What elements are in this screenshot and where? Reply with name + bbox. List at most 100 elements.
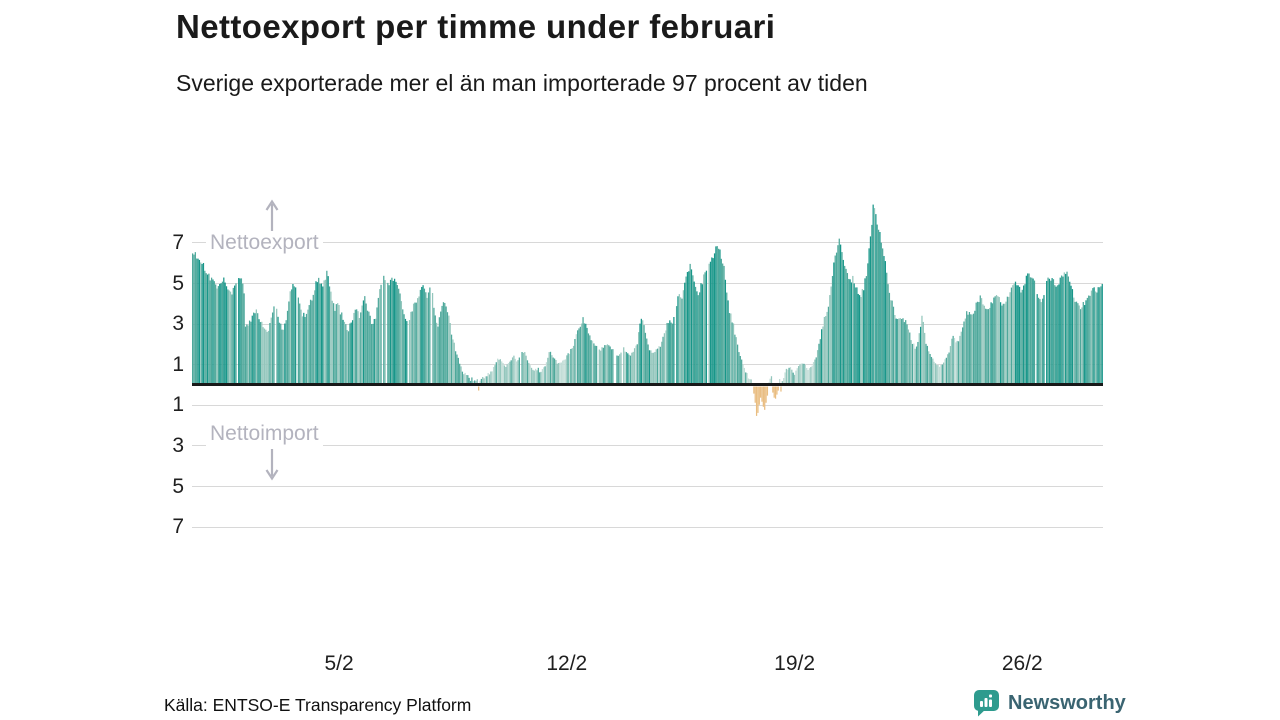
export-bar (689, 263, 691, 385)
export-bar (652, 352, 655, 385)
export-bar (353, 312, 355, 385)
export-bar (896, 319, 899, 385)
export-bar (497, 358, 499, 385)
export-bar (251, 315, 253, 385)
export-bar (1028, 273, 1030, 385)
export-bar (579, 326, 581, 385)
export-bar (403, 314, 405, 385)
export-bar (624, 351, 626, 385)
export-bar (553, 358, 556, 385)
export-bar (831, 275, 834, 385)
export-bar (518, 357, 520, 385)
export-bar (1055, 286, 1057, 385)
export-bar (1089, 295, 1091, 385)
export-bar (484, 376, 487, 385)
x-tick-label: 5/2 (324, 652, 354, 675)
export-bar (354, 309, 356, 385)
export-bar (952, 335, 954, 385)
export-bar (750, 379, 752, 385)
export-bar (312, 294, 314, 385)
export-bar (1012, 285, 1014, 385)
import-bar (764, 386, 766, 410)
export-bar (983, 305, 985, 385)
export-bar (598, 349, 600, 385)
export-bar (732, 323, 735, 385)
export-bar (346, 329, 348, 385)
export-bar (666, 322, 668, 385)
export-bar (217, 286, 220, 385)
export-bar (566, 355, 568, 385)
export-bar (261, 321, 263, 385)
import-bar (776, 386, 778, 395)
export-bar (1046, 280, 1048, 385)
export-bar (567, 353, 569, 385)
export-bar (446, 312, 449, 385)
export-bar (410, 311, 412, 385)
export-bar (1027, 273, 1029, 385)
export-bar (715, 246, 717, 385)
export-bar (216, 288, 218, 385)
export-bar (433, 307, 435, 385)
export-bar (502, 362, 504, 385)
export-bar (784, 372, 786, 385)
export-bar (204, 270, 206, 385)
export-bar (343, 321, 346, 385)
export-bar (720, 258, 722, 385)
export-bar (1093, 287, 1095, 385)
export-bar (886, 272, 888, 385)
export-bar (906, 324, 908, 385)
export-bar (412, 303, 415, 385)
export-bar (293, 286, 295, 385)
export-bar (461, 371, 464, 385)
export-bar (238, 278, 240, 385)
export-bar (922, 321, 924, 385)
export-bar (852, 275, 854, 385)
export-bar (739, 356, 741, 385)
export-bar (318, 277, 320, 385)
export-bar (665, 330, 667, 385)
export-bar (449, 323, 451, 385)
export-bar (795, 370, 797, 385)
export-bar (356, 309, 358, 385)
export-bar (888, 292, 891, 385)
export-bar (368, 311, 370, 385)
export-bar (582, 317, 584, 385)
export-bar (914, 348, 916, 385)
export-bar (414, 302, 416, 385)
import-bar (777, 386, 779, 391)
export-bar (568, 353, 571, 385)
export-bar (964, 318, 966, 385)
export-bar (1096, 292, 1098, 385)
export-bar (993, 297, 995, 385)
export-bar (949, 346, 952, 385)
export-bar (956, 340, 958, 385)
import-bar (762, 386, 764, 407)
export-bar (594, 345, 596, 385)
import-bar (765, 386, 767, 403)
export-bar (1014, 281, 1017, 385)
export-bar (244, 326, 247, 385)
export-bar (339, 314, 342, 385)
export-bar (362, 300, 365, 385)
export-bar (844, 265, 846, 385)
export-bar (1094, 291, 1097, 385)
export-bar (581, 323, 583, 385)
export-bar (1005, 301, 1007, 385)
export-bar (806, 367, 808, 385)
export-bar (675, 306, 678, 385)
export-bar (681, 298, 683, 385)
export-bar (208, 273, 210, 385)
export-bar (475, 380, 477, 385)
export-bar (498, 359, 500, 385)
export-bar (797, 366, 800, 385)
export-bar (463, 374, 465, 385)
export-bar (963, 321, 965, 385)
export-bar (280, 323, 282, 385)
export-bar (522, 352, 525, 385)
export-bar (835, 252, 838, 385)
export-bar (986, 309, 988, 385)
export-bar (880, 242, 882, 385)
export-bar (267, 330, 270, 385)
export-bar (738, 352, 740, 385)
export-bar (300, 309, 302, 385)
